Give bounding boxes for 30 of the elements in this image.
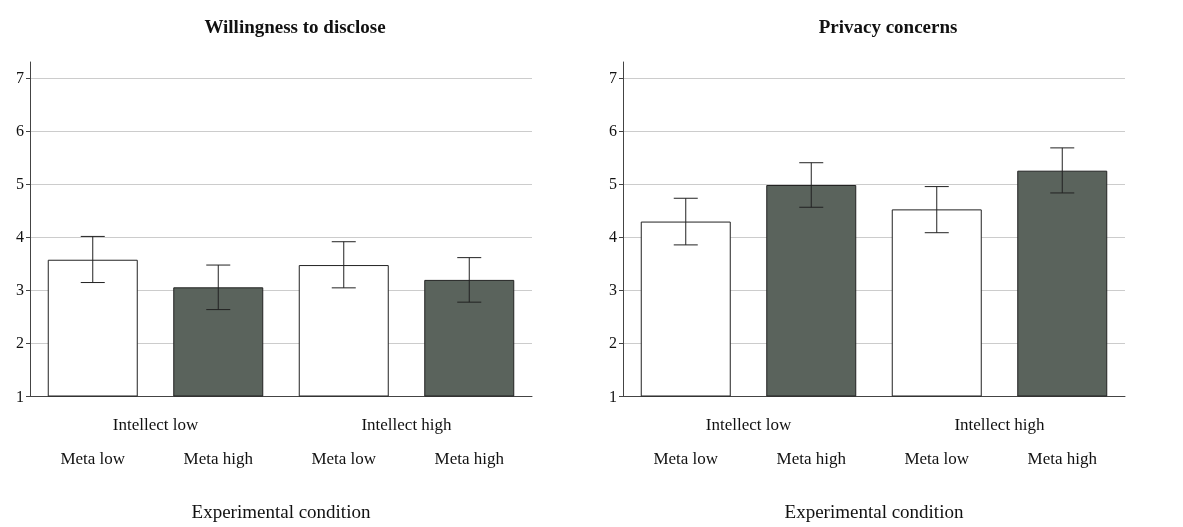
x-tick-label: Meta low (904, 449, 970, 468)
y-tick-label: 2 (609, 334, 617, 352)
text: Intellect low (112, 415, 199, 434)
y-tick-label: 7 (609, 69, 617, 87)
x-tick-label: Meta low (653, 449, 719, 468)
y-tick-label: 3 (16, 281, 24, 299)
y-tick-label: 3 (609, 281, 617, 299)
y-tick-label: 2 (16, 334, 24, 352)
y-tick-label: 6 (609, 122, 617, 140)
x-axis-title: Experimental condition (784, 501, 964, 522)
y-tick-label: 4 (16, 228, 24, 246)
y-tick-label: 4 (609, 228, 617, 246)
y-tick-label: 5 (16, 175, 24, 193)
text: Intellect high (361, 415, 453, 434)
y-tick-label: 1 (16, 387, 24, 405)
y-tick-label: 5 (609, 175, 617, 193)
y-tick-label: 1 (609, 387, 617, 405)
x-tick-label: Meta low (60, 449, 126, 468)
text: Intellect low (705, 415, 792, 434)
y-tick-label: 6 (16, 122, 24, 140)
text: Intellect high (954, 415, 1046, 434)
x-tick-label: Meta high (776, 449, 847, 468)
y-tick-label: 7 (16, 69, 24, 87)
x-axis-title: Experimental condition (191, 501, 371, 522)
x-tick-label: Meta low (311, 449, 377, 468)
chart-title: Privacy concerns (818, 16, 958, 37)
chart-title: Willingness to disclose (204, 16, 386, 37)
x-tick-label: Meta high (434, 449, 505, 468)
x-tick-label: Meta high (1027, 449, 1098, 468)
x-tick-label: Meta high (183, 449, 254, 468)
